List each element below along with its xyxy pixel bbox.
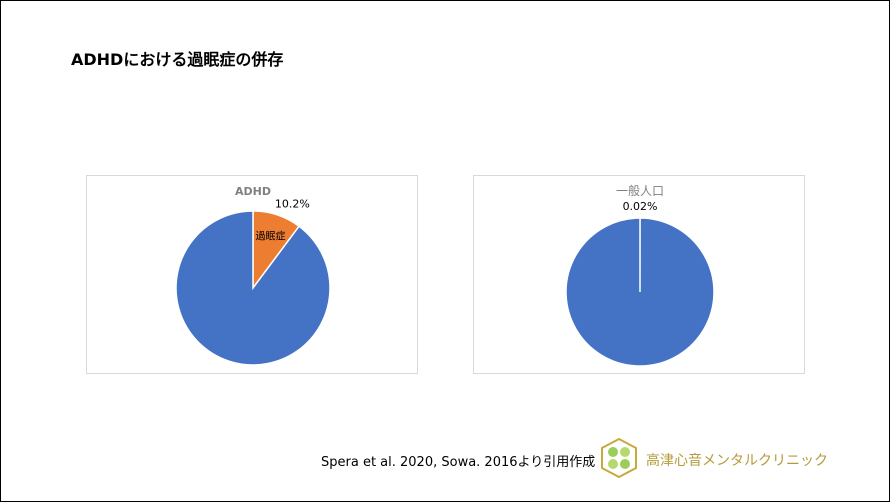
citation: Spera et al. 2020, Sowa. 2016より引用作成 <box>321 455 596 470</box>
pie-chart-adhd: ADHD 10.2% 過眠症 <box>86 175 418 374</box>
pie-slice <box>175 210 331 366</box>
slide-title: ADHDにおける過眠症の併存 <box>71 50 284 69</box>
chart-title: 一般人口 <box>616 183 664 198</box>
category-label: 過眠症 <box>255 229 285 242</box>
pie-chart-svg: 一般人口 0.02% <box>565 183 715 367</box>
pie-chart-svg: ADHD 10.2% 過眠症 <box>175 185 331 366</box>
clinic-logo-icon <box>601 437 637 479</box>
clinic-name: 高津心音メンタルクリニック <box>646 453 828 469</box>
pie-slice <box>565 217 715 367</box>
pie-chart-general-population: 一般人口 0.02% <box>473 175 805 374</box>
chart-title: ADHD <box>235 185 271 198</box>
data-label: 10.2% <box>275 197 310 210</box>
data-label: 0.02% <box>623 200 658 213</box>
